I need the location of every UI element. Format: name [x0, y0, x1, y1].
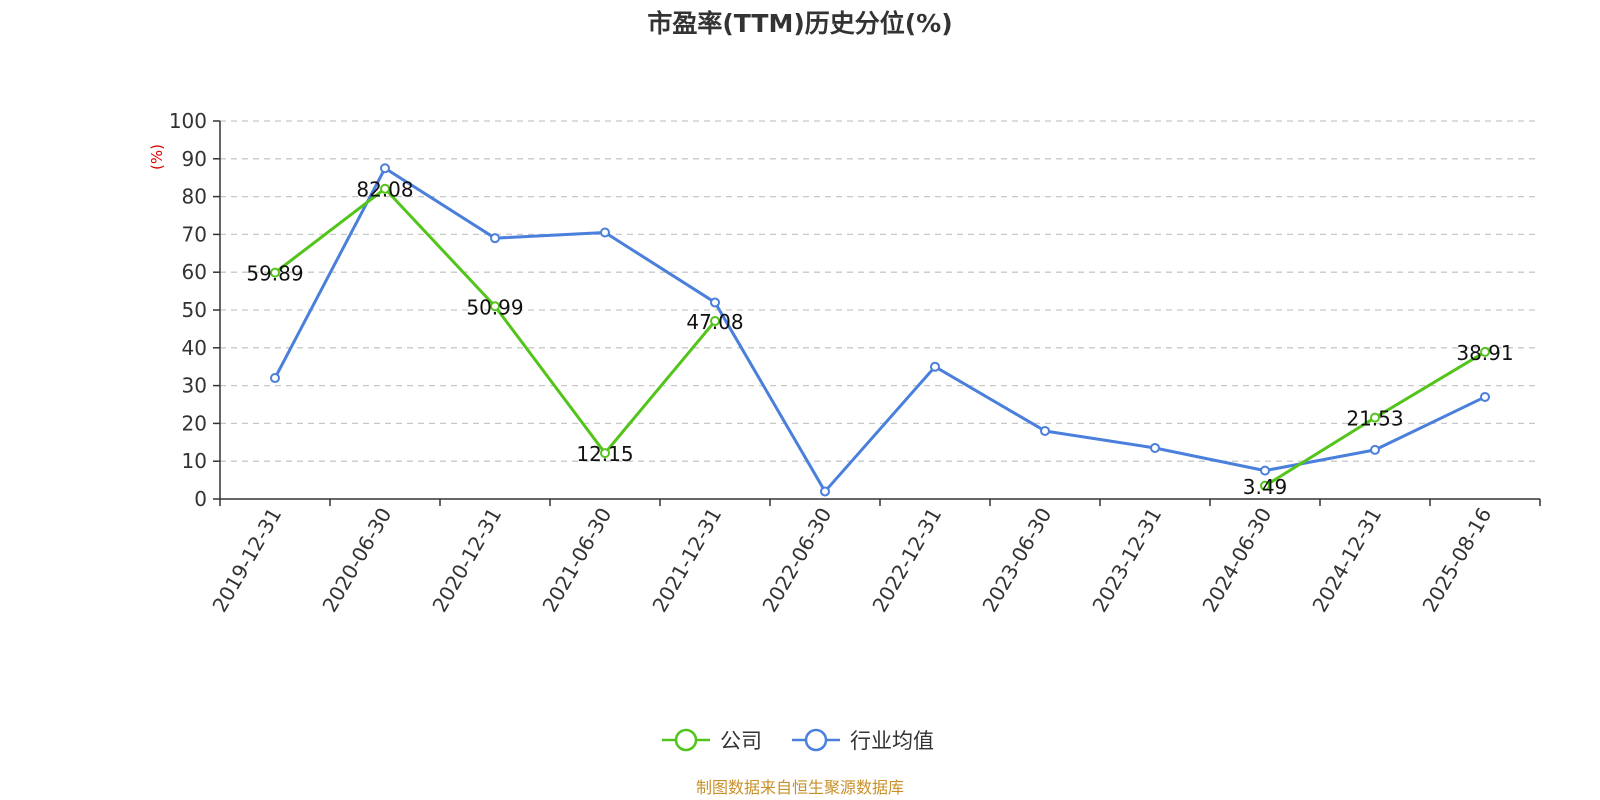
data-label: 59.89: [246, 262, 303, 286]
data-point-1[interactable]: [600, 227, 610, 238]
y-tick-label: 40: [182, 336, 207, 360]
data-point-1[interactable]: [1370, 444, 1380, 455]
data-point-0[interactable]: [1370, 412, 1380, 423]
data-point-1[interactable]: [1150, 442, 1160, 453]
data-label: 3.49: [1243, 475, 1288, 499]
y-axis-label: (%): [148, 144, 166, 170]
x-tick-label: 2023-06-30: [977, 504, 1056, 617]
data-labels: 59.89 82.08 50.99 12.15 47.08 3.49 21.53 38.91: [246, 178, 1513, 499]
data-point-1[interactable]: [1480, 391, 1490, 402]
data-point-0[interactable]: [600, 448, 610, 459]
x-tick-label: 2019-12-31: [207, 504, 286, 617]
data-point-0[interactable]: [490, 301, 500, 312]
x-tick-label: 2025-08-16: [1417, 504, 1496, 617]
data-point-1[interactable]: [490, 233, 500, 244]
data-point-1[interactable]: [1040, 425, 1050, 436]
legend-item-label[interactable]: 公司: [720, 729, 762, 753]
y-tick-label: 70: [182, 222, 207, 246]
x-axis: 2019-12-31 2020-06-30 2020-12-31 2021-06-30…: [207, 498, 1541, 617]
x-tick-label: 2020-06-30: [317, 504, 396, 617]
data-point-0[interactable]: [1480, 346, 1490, 357]
data-point-0[interactable]: [270, 267, 280, 278]
series-lines: [273, 166, 1486, 493]
grid-lines: [220, 120, 1540, 462]
data-source-note: 制图数据来自恒生聚源数据库: [696, 778, 904, 797]
x-tick-label: 2021-12-31: [647, 504, 726, 617]
chart-title: 市盈率(TTM)历史分位(%): [647, 9, 952, 38]
data-label: 38.91: [1456, 341, 1513, 365]
data-label: 12.15: [576, 442, 633, 466]
data-point-1[interactable]: [270, 373, 280, 384]
series-line-1: [273, 166, 1486, 493]
data-point-1[interactable]: [380, 163, 390, 174]
x-tick-label: 2021-06-30: [537, 504, 616, 617]
y-tick-label: 80: [182, 185, 207, 209]
data-point-1[interactable]: [1260, 465, 1270, 476]
legend-swatch-marker: [804, 728, 828, 752]
y-tick-label: 20: [182, 411, 207, 435]
legend-item-label[interactable]: 行业均值: [850, 729, 934, 753]
data-label: 50.99: [466, 295, 523, 319]
x-tick-label: 2024-12-31: [1307, 504, 1386, 617]
y-tick-label: 50: [182, 298, 207, 322]
data-label: 82.08: [356, 178, 413, 202]
data-point-1[interactable]: [710, 297, 720, 308]
y-tick-label: 60: [182, 260, 207, 284]
data-label: 47.08: [686, 310, 743, 334]
y-tick-label: 10: [182, 449, 207, 473]
x-tick-label: 2020-12-31: [427, 504, 506, 617]
legend-swatch-marker: [674, 728, 698, 752]
y-tick-label: 0: [194, 487, 207, 511]
y-tick-label: 30: [182, 374, 207, 398]
x-tick-label: 2023-12-31: [1087, 504, 1166, 617]
data-point-1[interactable]: [930, 361, 940, 372]
data-point-1[interactable]: [820, 486, 830, 497]
data-label: 21.53: [1346, 407, 1403, 431]
x-tick-label: 2022-06-30: [757, 504, 836, 617]
series-points: [270, 163, 1490, 497]
data-point-0[interactable]: [710, 316, 720, 327]
legend[interactable]: 公司 行业均值: [662, 728, 934, 753]
data-point-0[interactable]: [380, 183, 390, 194]
x-tick-label: 2024-06-30: [1197, 504, 1276, 617]
y-tick-label: 90: [182, 147, 207, 171]
series-line-0: [274, 187, 1486, 488]
y-tick-label: 100: [169, 109, 207, 133]
x-tick-label: 2022-12-31: [867, 504, 946, 617]
data-point-0[interactable]: [1260, 480, 1270, 491]
y-axis: 0 10 20 30 40 50 60 70 80 90 100: [169, 109, 221, 511]
